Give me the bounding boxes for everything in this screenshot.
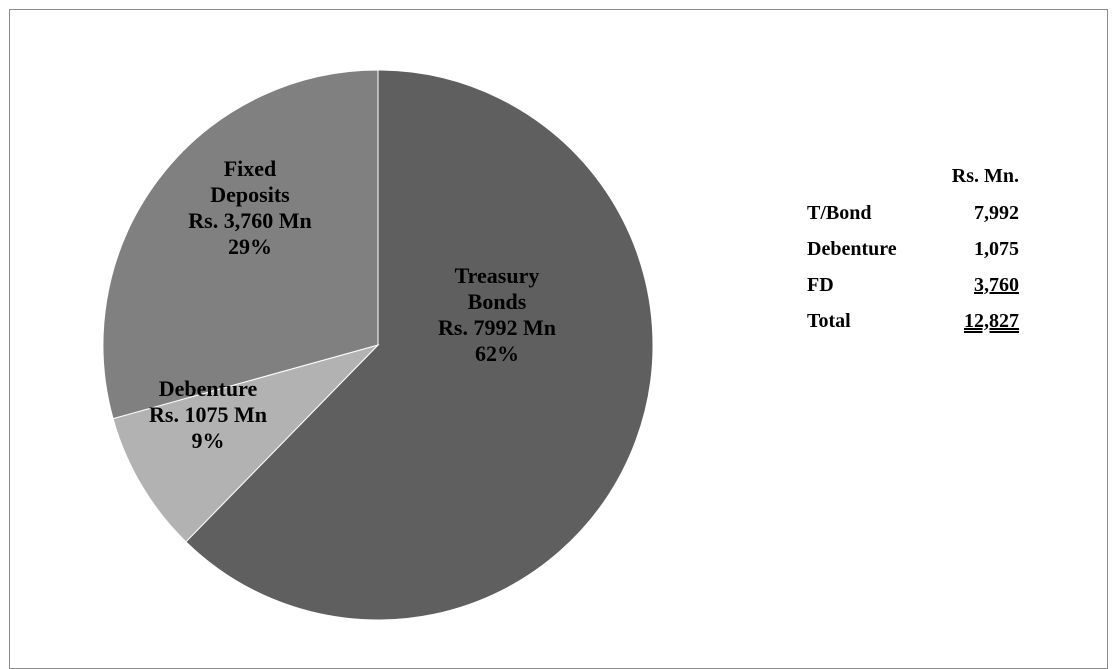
slice-label-line: 9% xyxy=(192,428,225,453)
slice-label: Treasury Bonds Rs. 7992 Mn 62% xyxy=(438,263,556,366)
slice-label: Debenture Rs. 1075 Mn 9% xyxy=(149,376,267,453)
slice-label-line: Debenture xyxy=(159,376,258,401)
table-unit-row: Rs. Mn. xyxy=(807,157,1019,195)
table-total-value: 12,827 xyxy=(964,309,1019,332)
table-row-value: 1,075 xyxy=(974,237,1019,260)
slice-label-line: Rs. 3,760 Mn xyxy=(188,208,311,233)
table-row: T/Bond 7,992 xyxy=(807,195,1019,231)
table-row: FD 3,760 xyxy=(807,267,1019,303)
pie-labels: Treasury Bonds Rs. 7992 Mn 62%Debenture Rs. … xyxy=(149,156,556,453)
table-row: Debenture 1,075 xyxy=(807,231,1019,267)
slice-label-line: Rs. 7992 Mn xyxy=(438,315,556,340)
slice-label-line: Rs. 1075 Mn xyxy=(149,402,267,427)
table-row-value: 3,760 xyxy=(974,273,1019,296)
table-row-name: Total xyxy=(807,309,851,332)
table-row-name: T/Bond xyxy=(807,201,872,224)
slice-label-line: Deposits xyxy=(210,182,290,207)
pie-slice xyxy=(112,344,380,543)
table-unit-label: Rs. Mn. xyxy=(951,164,1019,187)
slice-label-line: 29% xyxy=(228,234,272,259)
table-row: Total 12,827 xyxy=(807,303,1019,339)
table-row-value: 7,992 xyxy=(974,201,1019,224)
table-row-name: FD xyxy=(807,273,834,296)
slice-label: Fixed Deposits Rs. 3,760 Mn 29% xyxy=(188,156,311,259)
pie-chart: Treasury Bonds Rs. 7992 Mn 62%Debenture Rs. … xyxy=(102,69,654,621)
pie-slices xyxy=(102,69,654,621)
pie-slice xyxy=(102,69,379,420)
table-row-name: Debenture xyxy=(807,237,897,260)
chart-frame: Treasury Bonds Rs. 7992 Mn 62% Debenture Rs. … xyxy=(9,9,1108,669)
pie-slice xyxy=(185,69,654,621)
slice-label-line: Treasury xyxy=(455,263,540,288)
slice-label-line: Bonds xyxy=(468,289,527,314)
slice-label-line: Fixed xyxy=(224,156,277,181)
slice-label-line: 62% xyxy=(475,341,519,366)
summary-table: Rs. Mn. T/Bond 7,992 Debenture 1,075 FD … xyxy=(807,157,1019,339)
